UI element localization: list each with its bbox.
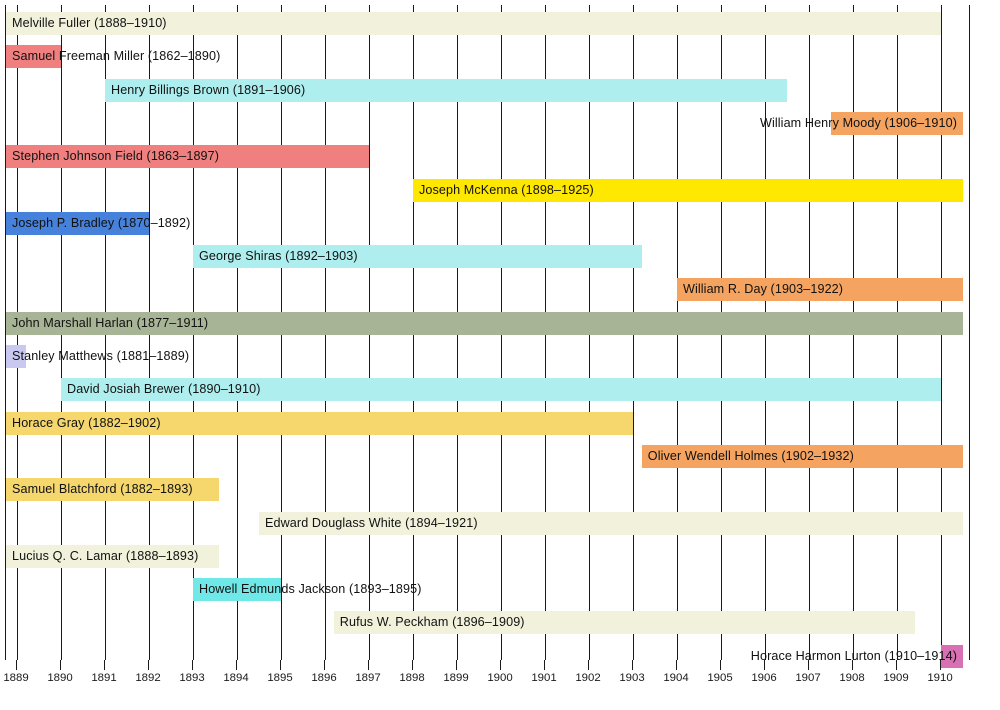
axis-tick-label: 1901 bbox=[531, 672, 557, 684]
timeline-bar-label: Horace Gray (1882–1902) bbox=[12, 415, 161, 430]
axis-tick-label: 1907 bbox=[795, 672, 821, 684]
timeline-bar-label: Stanley Matthews (1881–1889) bbox=[12, 349, 190, 363]
axis-tick-label: 1906 bbox=[751, 672, 777, 684]
axis-tick-1893 bbox=[192, 660, 193, 670]
timeline-bar[interactable] bbox=[61, 378, 941, 402]
timeline-bar[interactable] bbox=[6, 311, 963, 335]
axis-tick-label: 1909 bbox=[883, 672, 909, 684]
timeline-bar-label: Howell Edmunds Jackson (1893–1895) bbox=[199, 582, 422, 597]
timeline-bar-label: George Shiras (1892–1903) bbox=[199, 249, 358, 264]
timeline-bar-label: Samuel Blatchford (1882–1893) bbox=[12, 482, 193, 497]
timeline-bar[interactable] bbox=[6, 45, 61, 69]
axis-tick-label: 1895 bbox=[267, 672, 293, 684]
timeline-bar[interactable] bbox=[6, 12, 941, 35]
timeline-bar[interactable] bbox=[6, 411, 633, 435]
axis-tick-label: 1891 bbox=[91, 672, 117, 684]
axis-tick-1895 bbox=[280, 660, 281, 670]
axis-tick-1903 bbox=[632, 660, 633, 670]
axis-tick-label: 1899 bbox=[443, 672, 469, 684]
timeline-bar[interactable] bbox=[413, 178, 963, 202]
timeline-bar[interactable] bbox=[941, 644, 963, 668]
timeline-bar-label: John Marshall Harlan (1877–1911) bbox=[12, 315, 209, 330]
timeline-bar-label: Horace Harmon Lurton (1910–1914) bbox=[750, 648, 957, 663]
timeline-bar[interactable] bbox=[6, 544, 220, 568]
timeline-bar-label: David Josiah Brewer (1890–1910) bbox=[67, 382, 261, 397]
axis-tick-1898 bbox=[412, 660, 413, 670]
timeline-bar-label: Joseph P. Bradley (1870–1892) bbox=[12, 215, 191, 230]
axis-tick-1904 bbox=[676, 660, 677, 670]
axis-tick-1909 bbox=[896, 660, 897, 670]
timeline-bar[interactable] bbox=[6, 478, 220, 502]
axis-tick-1905 bbox=[720, 660, 721, 670]
axis-tick-1907 bbox=[808, 660, 809, 670]
axis-tick-label: 1908 bbox=[839, 672, 865, 684]
axis-tick-label: 1903 bbox=[619, 672, 645, 684]
timeline-bar-label: Stephen Johnson Field (1863–1897) bbox=[12, 149, 220, 164]
axis-tick-1894 bbox=[236, 660, 237, 670]
axis-tick-label: 1900 bbox=[487, 672, 513, 684]
timeline-bar-label: Joseph McKenna (1898–1925) bbox=[419, 182, 594, 197]
axis-tick-label: 1889 bbox=[3, 672, 29, 684]
axis-tick-1889 bbox=[16, 660, 17, 670]
axis-tick-label: 1896 bbox=[311, 672, 337, 684]
timeline-bar[interactable] bbox=[193, 245, 642, 269]
timeline-bar[interactable] bbox=[105, 78, 787, 102]
axis-tick-label: 1898 bbox=[399, 672, 425, 684]
timeline-plot-area: Melville Fuller (1888–1910) Samuel Freema… bbox=[5, 5, 970, 668]
timeline-bar[interactable] bbox=[259, 511, 963, 535]
timeline-bar[interactable] bbox=[193, 578, 281, 602]
axis-tick-1901 bbox=[544, 660, 545, 670]
axis-tick-1896 bbox=[324, 660, 325, 670]
axis-tick-label: 1905 bbox=[707, 672, 733, 684]
timeline-bar-label: Lucius Q. C. Lamar (1888–1893) bbox=[12, 548, 199, 563]
axis-tick-label: 1894 bbox=[223, 672, 249, 684]
timeline-bar[interactable] bbox=[677, 278, 963, 302]
axis-tick-label: 1910 bbox=[927, 672, 953, 684]
axis-tick-1891 bbox=[104, 660, 105, 670]
timeline-bar-label: Rufus W. Peckham (1896–1909) bbox=[339, 615, 525, 630]
timeline-bar[interactable] bbox=[6, 211, 149, 235]
timeline-bar[interactable] bbox=[6, 345, 26, 368]
axis-tick-1902 bbox=[588, 660, 589, 670]
axis-tick-label: 1897 bbox=[355, 672, 381, 684]
axis-tick-1910 bbox=[940, 660, 941, 670]
timeline-bar-label: Oliver Wendell Holmes (1902–1932) bbox=[647, 448, 854, 463]
timeline-bar[interactable] bbox=[6, 145, 369, 169]
axis-tick-1890 bbox=[60, 660, 61, 670]
axis-tick-1897 bbox=[368, 660, 369, 670]
axis-tick-label: 1904 bbox=[663, 672, 689, 684]
timeline-bar[interactable] bbox=[641, 444, 963, 468]
timeline-bar-label: Samuel Freeman Miller (1862–1890) bbox=[12, 49, 221, 64]
timeline-bar-label: Edward Douglass White (1894–1921) bbox=[265, 515, 478, 530]
timeline-bar[interactable] bbox=[831, 111, 963, 135]
axis-tick-label: 1890 bbox=[47, 672, 73, 684]
timeline-bar[interactable] bbox=[333, 611, 915, 635]
axis-tick-1892 bbox=[148, 660, 149, 670]
timeline-bar-label: William Henry Moody (1906–1910) bbox=[760, 115, 957, 130]
x-axis: 1889 1890 1891 1892 1893 1894 1895 1896 1897 1898… bbox=[3, 660, 970, 705]
axis-tick-label: 1893 bbox=[179, 672, 205, 684]
timeline-bar-label: Melville Fuller (1888–1910) bbox=[12, 16, 167, 30]
axis-tick-1906 bbox=[764, 660, 765, 670]
axis-tick-1908 bbox=[852, 660, 853, 670]
timeline-bar-label: Henry Billings Brown (1891–1906) bbox=[111, 82, 306, 97]
axis-tick-label: 1902 bbox=[575, 672, 601, 684]
axis-tick-label: 1892 bbox=[135, 672, 161, 684]
axis-tick-1899 bbox=[456, 660, 457, 670]
timeline-bar-label: William R. Day (1903–1922) bbox=[683, 282, 844, 297]
axis-tick-1900 bbox=[500, 660, 501, 670]
